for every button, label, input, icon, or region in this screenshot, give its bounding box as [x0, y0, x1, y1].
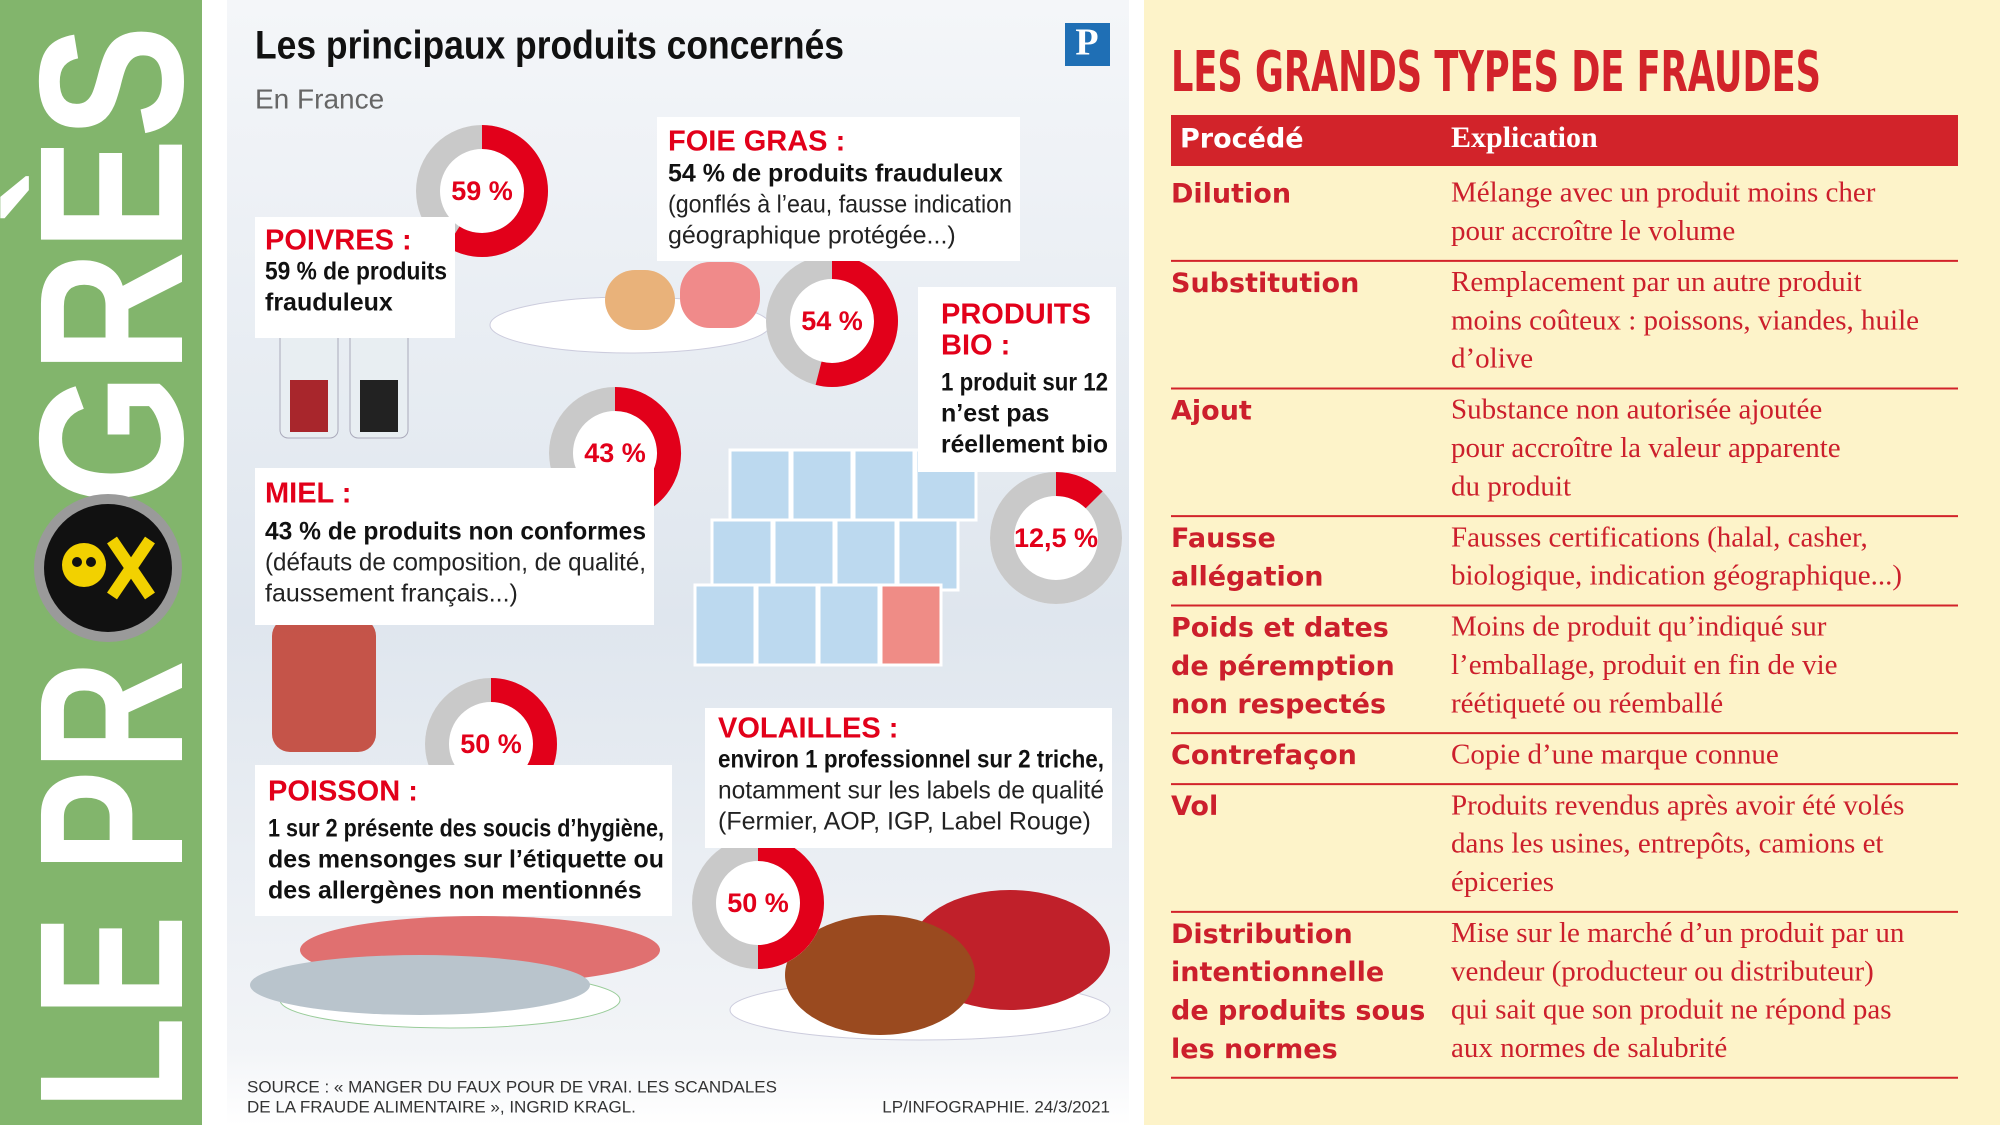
- credit-text: LP/INFOGRAPHIE. 24/3/2021: [882, 1097, 1110, 1116]
- procede-cell: Contrefaçon: [1171, 740, 1357, 771]
- item-text-bold: 43 % de produits non conformes: [265, 518, 646, 546]
- explication-cell: Mise sur le marché d’un produit par un: [1451, 917, 1905, 949]
- donut-arc: [815, 255, 898, 387]
- explication-cell: l’emballage, produit en fin de vie: [1451, 649, 1838, 681]
- procede-cell: Dilution: [1171, 179, 1291, 210]
- donut-arc: [614, 387, 681, 513]
- donut-label: 59 %: [451, 176, 513, 206]
- explication-cell: biologique, indication géographique...): [1451, 560, 1902, 592]
- item-text-bold: des mensonges sur l’étiquette ou: [268, 846, 664, 874]
- publisher-logo: [1065, 23, 1110, 66]
- donut-label: 54 %: [801, 306, 863, 336]
- item-text: (gonflés à l’eau, fausse indication: [668, 191, 1012, 219]
- header-cell: Explication: [1451, 121, 1598, 154]
- explication-cell: Produits revendus après avoir été volés: [1451, 789, 1904, 821]
- explication-cell: pour accroître la valeur apparente: [1451, 432, 1841, 464]
- brand-logo: [34, 494, 182, 642]
- item-heading: VOLAILLES :: [718, 713, 898, 745]
- item-text-bold: 1 produit sur 12: [941, 369, 1108, 397]
- procede-cell: intentionnelle: [1171, 957, 1384, 988]
- table-header: [1171, 115, 1958, 166]
- item-text-bold: 59 % de produits: [265, 258, 447, 286]
- explication-cell: dans les usines, entrepôts, camions et: [1451, 828, 1884, 860]
- brand-text: LE PR: [0, 660, 226, 1110]
- procede-cell: de produits sous: [1171, 995, 1425, 1026]
- donut-label: 43 %: [584, 438, 646, 468]
- item-text-bold: réellement bio: [941, 431, 1108, 459]
- explication-cell: Substance non autorisée ajoutée: [1451, 394, 1822, 426]
- explication-cell: réétiqueté ou réemballé: [1451, 687, 1723, 719]
- source-text: SOURCE : « MANGER DU FAUX POUR DE VRAI. …: [247, 1077, 777, 1096]
- explication-cell: Remplacement par un autre produit: [1451, 266, 1862, 298]
- publisher-logo-text: P: [1075, 22, 1098, 64]
- boxes: POIVRES :59 % de produits frauduleux FOIE …: [255, 117, 1116, 916]
- explication-cell: aux normes de salubrité: [1451, 1032, 1727, 1064]
- text-box: [918, 287, 1116, 472]
- item-text: faussement français...): [265, 580, 518, 608]
- explication-cell: épiceries: [1451, 866, 1554, 898]
- item-heading: FOIE GRAS :: [668, 126, 845, 158]
- item-text-bold: n’est pas: [941, 400, 1049, 428]
- explication-cell: qui sait que son produit ne répond pas: [1451, 994, 1892, 1026]
- procede-cell: de péremption: [1171, 651, 1395, 682]
- illustrations: [250, 262, 1111, 1041]
- donut-arc: [1055, 472, 1103, 509]
- item-text-bold: 1 sur 2 présente des soucis d’hygiène,: [268, 815, 664, 843]
- text-box: [255, 765, 672, 916]
- item-text-bold: 54 % de produits frauduleux: [668, 160, 1003, 188]
- donuts: 59 % 54 % 12,5 % 43 % 50 % 50 %: [416, 125, 1122, 969]
- explication-cell: du produit: [1451, 470, 1571, 502]
- item-text: (Fermier, AOP, IGP, Label Rouge): [718, 808, 1091, 836]
- procede-cell: Poids et dates: [1171, 613, 1389, 644]
- text-box: [657, 117, 1020, 261]
- item-text: notamment sur les labels de qualité: [718, 777, 1104, 805]
- donut-arc: [757, 837, 824, 969]
- text-box: [255, 468, 654, 625]
- infographic-title: Les principaux produits concernés: [255, 24, 844, 68]
- explication-cell: moins coûteux : poissons, viandes, huile: [1451, 304, 1919, 336]
- explication-cell: d’olive: [1451, 343, 1533, 375]
- text-box: [255, 217, 455, 338]
- explication-cell: pour accroître le volume: [1451, 215, 1735, 247]
- text-box: [705, 708, 1112, 848]
- table-panel: [1144, 0, 2000, 1125]
- procede-cell: Fausse: [1171, 523, 1276, 554]
- item-heading: MIEL :: [265, 478, 351, 510]
- source-text: DE LA FRAUDE ALIMENTAIRE », INGRID KRAGL…: [247, 1097, 636, 1116]
- donut-label: 50 %: [727, 888, 789, 918]
- donut-arc: [446, 125, 548, 257]
- item-text: (défauts de composition, de qualité,: [265, 549, 646, 577]
- item-text-bold: des allergènes non mentionnés: [268, 877, 642, 905]
- item-text-bold: environ 1 professionnel sur 2 triche,: [718, 746, 1104, 774]
- explication-cell: Copie d’une marque connue: [1451, 738, 1779, 770]
- procede-cell: non respectés: [1171, 689, 1386, 720]
- procede-cell: Substitution: [1171, 268, 1359, 299]
- explication-cell: vendeur (producteur ou distributeur): [1451, 955, 1874, 987]
- procede-cell: Distribution: [1171, 919, 1353, 950]
- item-heading: POISSON :: [268, 776, 418, 808]
- item-text-bold: frauduleux: [265, 289, 393, 317]
- infographic-subtitle: En France: [255, 83, 384, 114]
- explication-cell: Fausses certifications (halal, casher,: [1451, 521, 1868, 553]
- item-heading: POIVRES :: [265, 225, 412, 257]
- explication-cell: Moins de produit qu’indiqué sur: [1451, 611, 1827, 643]
- item-heading: BIO :: [941, 330, 1010, 362]
- item-text: géographique protégée...): [668, 222, 956, 250]
- donut-label: 12,5 %: [1014, 523, 1098, 553]
- table-title: LES GRANDS TYPES DE FRAUDES: [1171, 40, 1821, 105]
- procede-cell: Vol: [1171, 791, 1218, 822]
- header-cell: Procédé: [1180, 124, 1304, 155]
- donut-label: 50 %: [460, 729, 522, 759]
- procede-cell: les normes: [1171, 1034, 1338, 1065]
- explication-cell: Mélange avec un produit moins cher: [1451, 177, 1876, 209]
- procede-cell: allégation: [1171, 561, 1324, 592]
- procede-cell: Ajout: [1171, 396, 1252, 427]
- brand-text: GRÈS: [0, 25, 226, 505]
- item-heading: PRODUITS: [941, 299, 1091, 331]
